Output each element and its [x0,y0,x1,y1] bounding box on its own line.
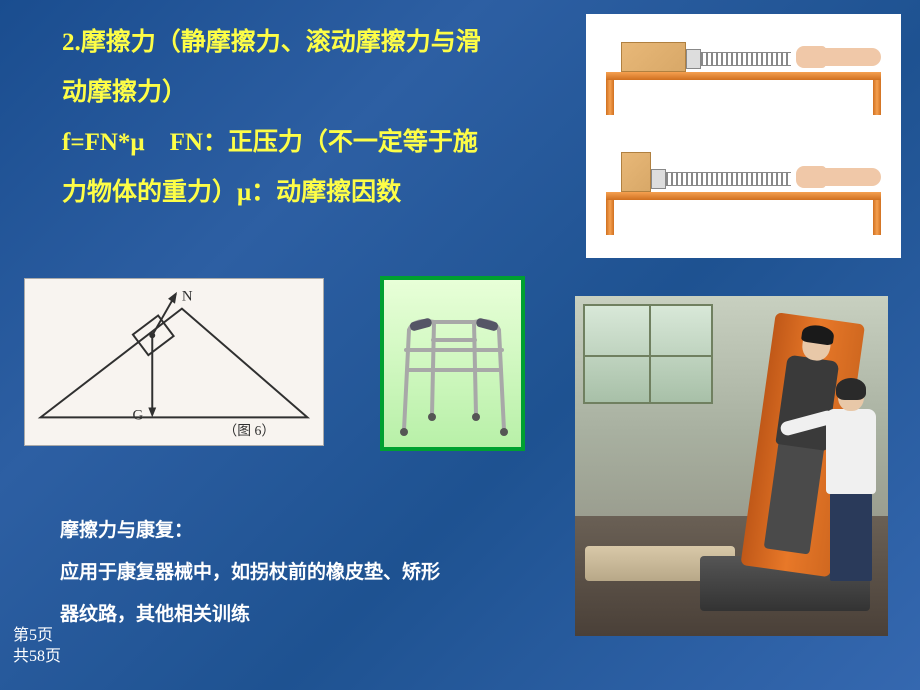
incline-svg: N G （图 6） [25,279,323,445]
main-line-4: 力物体的重力）μ：动摩擦因数 [62,168,572,218]
rehabilitation-photo [575,296,888,636]
label-n: N [182,289,193,305]
hand-pulling [796,44,881,70]
spring-friction-diagram [586,14,901,258]
therapist-hair [836,378,866,400]
forearm [821,168,881,186]
walker-frame-image [380,276,525,451]
bottom-paragraph: 摩擦力与康复： 应用于康复器械中，如拐杖前的橡皮垫、矫形 器纹路，其他相关训练 [60,510,550,635]
figure-caption: （图 6） [223,423,275,438]
bottom-line-2: 应用于康复器械中，如拐杖前的橡皮垫、矫形 [60,552,550,594]
patient-legs [764,439,825,554]
wood-block-vertical [621,152,651,192]
spring-scale [666,172,791,186]
main-heading: 2.摩擦力（静摩擦力、滚动摩擦力与滑 动摩擦力） f=FN*μ FN：正压力（不… [62,18,572,218]
main-line-1: 2.摩擦力（静摩擦力、滚动摩擦力与滑 [62,18,572,68]
therapist-figure [820,381,888,586]
page-current: 第5页 [13,625,61,647]
inclined-plane-diagram: N G （图 6） [24,278,324,446]
walker-svg [384,280,521,447]
table-surface [606,192,881,200]
main-line-2: 动摩擦力） [62,68,572,118]
table-surface [606,72,881,80]
spring-scale-body [651,169,666,189]
bottom-line-1: 摩擦力与康复： [60,510,550,552]
table-leg [873,80,881,115]
therapist-body [826,409,876,494]
label-g: G [133,407,144,423]
page-number: 第5页 共58页 [13,625,61,668]
therapist-legs [830,491,872,581]
spring-setup-2 [586,144,901,224]
page-total: 共58页 [13,646,61,668]
table-leg [873,200,881,235]
bottom-line-3: 器纹路，其他相关训练 [60,594,550,636]
hand-pulling [796,164,881,190]
spring-scale [701,52,791,66]
spring-setup-1 [586,24,901,104]
spring-scale-body [686,49,701,69]
table-leg [606,200,614,235]
photo-window [583,304,713,404]
forearm [821,48,881,66]
table-leg [606,80,614,115]
main-line-3: f=FN*μ FN：正压力（不一定等于施 [62,118,572,168]
wood-block-horizontal [621,42,686,72]
